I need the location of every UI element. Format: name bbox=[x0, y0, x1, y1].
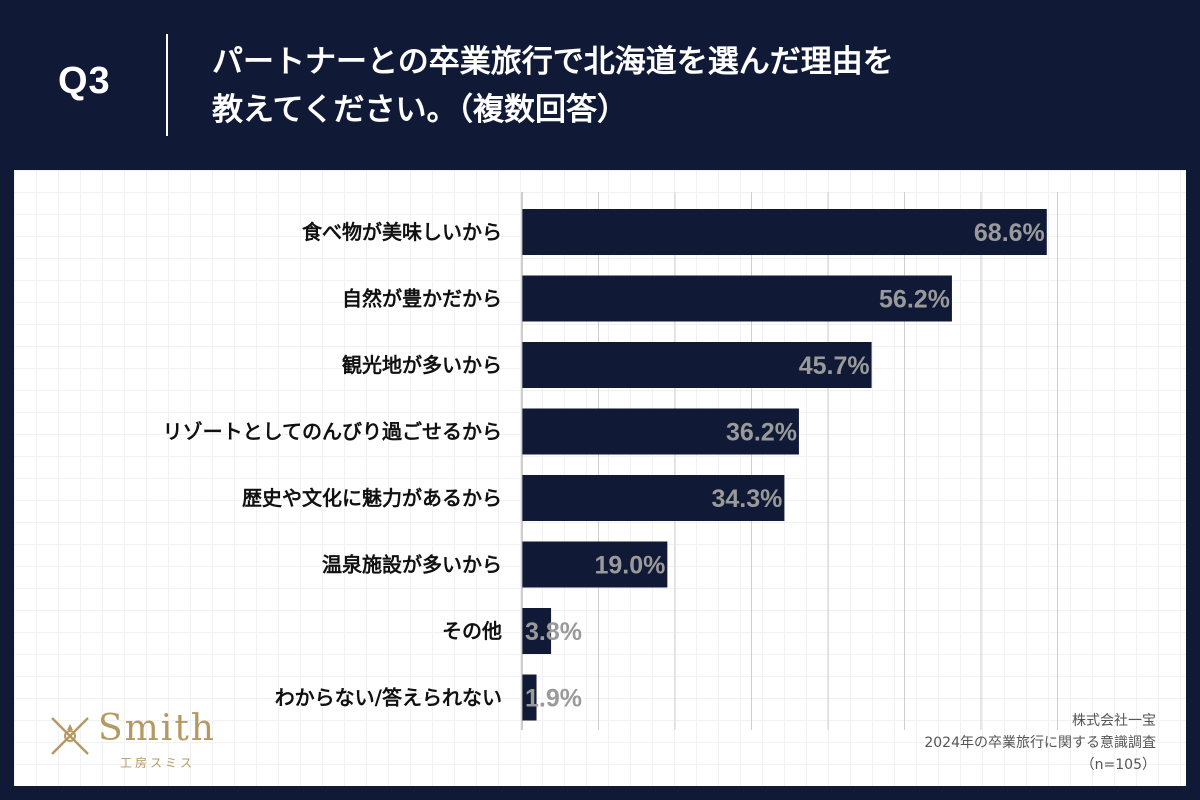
value-label: 45.7% bbox=[799, 352, 870, 380]
bar bbox=[522, 541, 668, 588]
category-label: その他 bbox=[442, 619, 502, 643]
value-label: 34.3% bbox=[712, 485, 783, 513]
category-label: 食べ物が美味しいから bbox=[302, 220, 502, 244]
question-title: パートナーとの卒業旅行で北海道を選んだ理由を 教えてください。（複数回答） bbox=[212, 38, 1172, 134]
value-label: 19.0% bbox=[594, 552, 665, 580]
logo-name: Smith bbox=[98, 708, 216, 749]
source-note: 株式会社一宝 2024年の卒業旅行に関する意識調査 （n=105） bbox=[924, 710, 1156, 776]
source-survey: 2024年の卒業旅行に関する意識調査 bbox=[924, 735, 1156, 751]
value-label: 1.9% bbox=[525, 685, 582, 713]
bar bbox=[522, 209, 1047, 255]
header-divider bbox=[166, 34, 168, 136]
bar bbox=[522, 475, 785, 521]
bar bbox=[522, 342, 872, 388]
question-label: Q3 bbox=[58, 60, 111, 102]
value-label: 68.6% bbox=[974, 219, 1045, 247]
category-label: 自然が豊かだから bbox=[342, 287, 502, 311]
logo-mark-icon bbox=[51, 717, 89, 755]
bar bbox=[522, 674, 537, 721]
smith-logo: Smith 工房スミス bbox=[46, 708, 246, 778]
question-title-line-1: パートナーとの卒業旅行で北海道を選んだ理由を bbox=[212, 44, 894, 80]
bar-chart: 食べ物が美味しいから自然が豊かだから観光地が多いからリゾートとしてのんびり過ごせ… bbox=[163, 192, 1058, 730]
logo-sub: 工房スミス bbox=[120, 756, 196, 770]
chart-panel: 食べ物が美味しいから自然が豊かだから 観光地が多いからリゾートとしてのんびり過ごせ… bbox=[14, 170, 1186, 786]
value-label: 36.2% bbox=[726, 419, 797, 447]
value-label: 56.2% bbox=[879, 286, 950, 314]
category-label: 歴史や文化に魅力があるから bbox=[242, 486, 502, 510]
category-label: リゾートとしてのんびり過ごせるから bbox=[163, 420, 502, 444]
bar bbox=[522, 275, 952, 322]
value-label: 3.8% bbox=[525, 618, 582, 646]
value-labels: 68.6% 56.2% 45.7% 36.2% 34.3% 19.0% 3.8% 1.9% bbox=[525, 219, 1045, 713]
category-labels: 食べ物が美味しいから自然が豊かだから観光地が多いからリゾートとしてのんびり過ごせ… bbox=[163, 220, 502, 710]
source-company: 株式会社一宝 bbox=[1072, 713, 1156, 729]
bar bbox=[522, 608, 552, 654]
gridlines bbox=[598, 192, 1058, 730]
question-title-line-2: 教えてください。（複数回答） bbox=[212, 92, 629, 128]
source-sample: （n=105） bbox=[1080, 757, 1156, 773]
header: Q3 パートナーとの卒業旅行で北海道を選んだ理由を 教えてください。（複数回答） bbox=[0, 0, 1200, 170]
bar bbox=[522, 408, 799, 455]
category-label: 観光地が多いから bbox=[342, 353, 502, 377]
category-label: わからない/答えられない bbox=[275, 686, 502, 710]
bars bbox=[522, 209, 1047, 721]
category-label: 温泉施設が多いから bbox=[322, 553, 502, 577]
